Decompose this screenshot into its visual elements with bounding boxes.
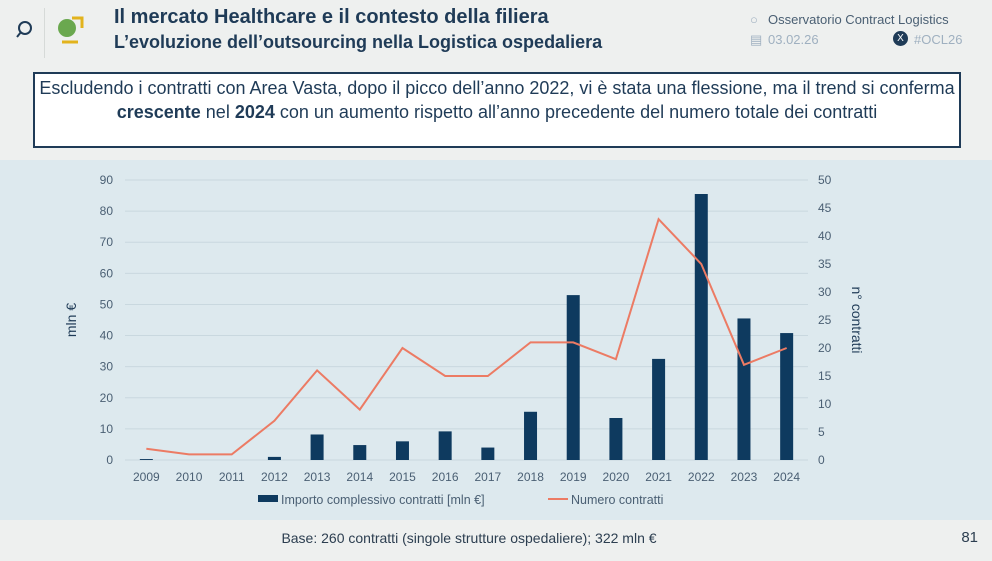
x-tick-label: 2009 [133,470,160,484]
bar [694,194,708,460]
y-tick-label: 40 [100,329,114,343]
line-series [146,217,788,456]
hashtag-label: #OCL26 [914,32,963,47]
combo-chart: 0 10 20 30 40 50 60 70 80 90 0 5 10 15 20 25 30 35 40 45 50 m… [63,173,865,507]
legend-bar-swatch [258,495,278,502]
callout-bold: crescente [116,102,201,122]
y-tick-label: 0 [106,453,113,467]
bar [267,456,281,460]
x-tick-label: 2013 [304,470,331,484]
x-tick-label: 2010 [176,470,203,484]
y-right-tick-label: 30 [818,285,832,299]
x-tick-label: 2019 [560,470,587,484]
chart-area: 0 10 20 30 40 50 60 70 80 90 0 5 10 15 20 25 30 35 40 45 50 m… [0,160,992,520]
x-tick-label: 2016 [432,470,459,484]
y-tick-label: 70 [100,235,114,249]
callout-text: nel [200,102,235,122]
y-right-axis-label: n° contratti [849,286,865,353]
bar [524,411,538,460]
y-right-tick-label: 25 [818,313,832,327]
page-title: Il mercato Healthcare e il contesto dell… [114,6,549,28]
date-label: 03.02.26 [768,32,819,47]
key-message-box: Escludendo i contratti con Area Vasta, d… [33,72,961,148]
y-tick-label: 20 [100,391,114,405]
bar [652,358,666,460]
x-tick-label: 2021 [645,470,672,484]
x-logo-icon: X [893,31,908,46]
callout-text: Escludendo i contratti con Area Vasta, d… [39,78,955,98]
bar [609,418,623,460]
x-tick-label: 2023 [731,470,758,484]
legend-label: Importo complessivo contratti [mln €] [281,493,485,507]
x-tick-label: 2022 [688,470,715,484]
y-tick-label: 60 [100,266,114,280]
y-tick-label: 50 [100,297,114,311]
y-tick-label: 80 [100,204,114,218]
divider [44,8,45,58]
bar [780,333,794,460]
y-right-tick-label: 40 [818,229,832,243]
x-tick-label: 2018 [517,470,544,484]
x-tick-label: 2014 [346,470,373,484]
y-axis-label: mln € [63,303,79,337]
page-number: 81 [961,529,978,546]
y-right-tick-label: 20 [818,341,832,355]
search-icon: ○ [750,12,758,27]
bar [481,447,495,460]
x-tick-label: 2020 [603,470,630,484]
bar [737,318,751,460]
header: Il mercato Healthcare e il contesto dell… [0,0,992,60]
observatory-label: Osservatorio Contract Logistics [768,12,949,27]
y-right-tick-label: 0 [818,453,825,467]
callout-bold: 2024 [234,102,275,122]
y-right-tick-label: 10 [818,397,832,411]
y-tick-label: 10 [100,422,114,436]
x-tick-label: 2017 [474,470,501,484]
bar [353,445,367,460]
base-note: Base: 260 contratti (singole strutture o… [281,530,657,546]
y-right-tick-label: 35 [818,257,832,271]
y-right-tick-label: 50 [818,173,832,187]
y-right-tick-label: 5 [818,425,825,439]
y-tick-label: 90 [100,173,114,187]
search-icon [16,21,32,38]
y-right-tick-label: 15 [818,369,832,383]
page-subtitle: L’evoluzione dell’outsourcing nella Logi… [114,32,603,52]
x-tick-label: 2024 [773,470,800,484]
bar [139,459,153,460]
bar [438,431,452,460]
y-tick-label: 30 [100,360,114,374]
footer [0,520,992,561]
x-tick-label: 2011 [219,470,245,484]
y-right-tick-label: 45 [818,201,832,215]
legend-label: Numero contratti [571,493,663,507]
bar [395,441,409,460]
x-tick-label: 2015 [389,470,416,484]
callout-text: con un aumento rispetto all’anno precede… [274,102,878,122]
bar [566,295,580,460]
calendar-icon: ▤ [750,32,763,47]
x-tick-label: 2012 [261,470,288,484]
globe-logo-icon [58,16,84,44]
bar [310,434,324,460]
